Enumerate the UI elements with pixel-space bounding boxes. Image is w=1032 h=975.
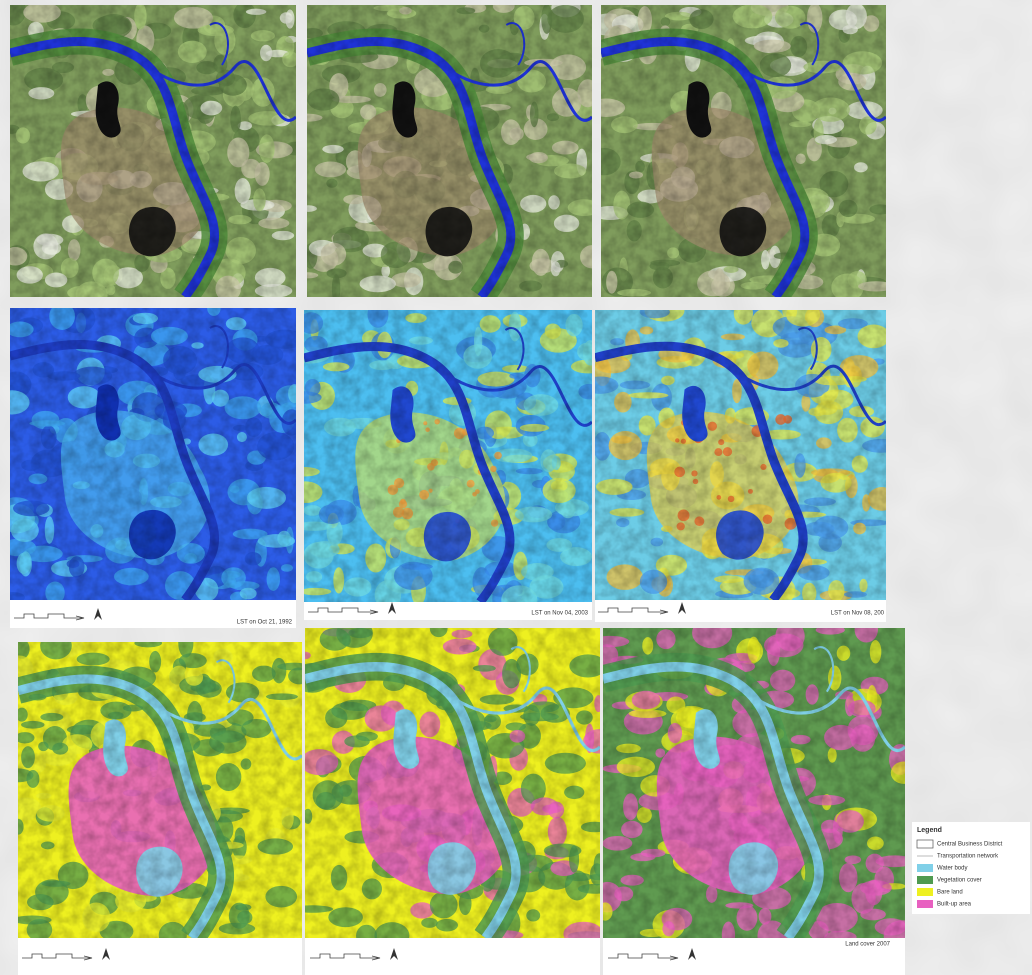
legend-label: Water body	[937, 866, 967, 872]
caption-strip	[305, 938, 600, 975]
land-cover-caption: Land cover 2007	[845, 942, 890, 948]
map-panel	[0, 301, 305, 604]
map-panel	[1, 0, 306, 308]
legend-label: Bare land	[937, 890, 963, 896]
legend-label: Transportation network	[937, 854, 999, 860]
legend-swatch	[917, 876, 933, 884]
grain	[305, 628, 600, 938]
legend-swatch	[917, 840, 933, 848]
map-panel	[590, 617, 921, 951]
legend-label: Vegetation cover	[937, 878, 982, 884]
legend-swatch	[917, 864, 933, 872]
lst-caption: LST on Nov 04, 2003	[531, 611, 588, 617]
legend-swatch	[917, 888, 933, 896]
grain	[595, 310, 886, 600]
map-panel	[292, 619, 615, 949]
figure: LST on Oct 21, 1992 LST on Nov 04, 2003 …	[0, 0, 1032, 975]
map-panel	[3, 628, 312, 948]
map-panel	[288, 301, 605, 614]
page: LST on Oct 21, 1992 LST on Nov 04, 2003 …	[0, 0, 1032, 975]
grain	[10, 308, 296, 600]
grain	[10, 5, 296, 297]
map-panel	[582, 300, 901, 604]
legend-swatch	[917, 900, 933, 908]
grain	[307, 5, 592, 297]
legend-label: Built-up area	[937, 902, 972, 908]
lst-caption: LST on Oct 21, 1992	[237, 620, 293, 626]
grain	[603, 628, 905, 938]
lst-caption: LST on Nov 08, 200	[831, 611, 885, 617]
grain	[304, 310, 592, 602]
grain	[601, 5, 886, 297]
map-panels	[0, 0, 921, 960]
legend-title: Legend	[917, 827, 942, 834]
map-panel	[587, 0, 894, 301]
caption-strip	[18, 938, 302, 975]
legend-label: Central Business District	[937, 842, 1003, 848]
map-panel	[293, 0, 604, 303]
grain	[18, 642, 302, 938]
